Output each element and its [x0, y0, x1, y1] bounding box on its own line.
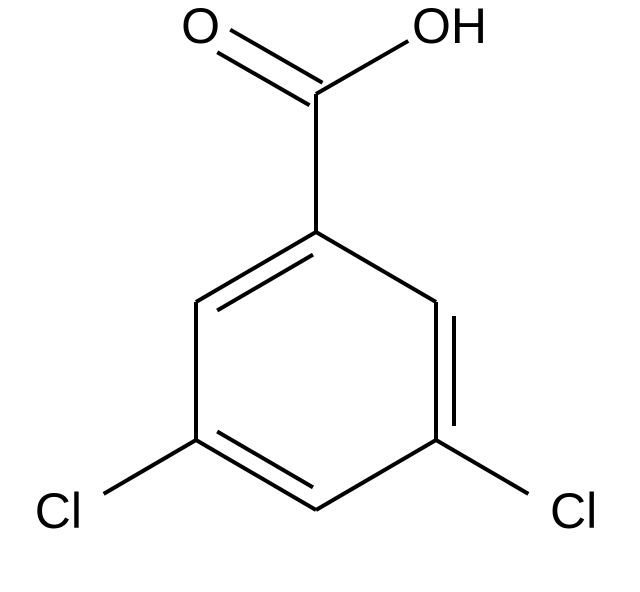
atom-label-o1: O [181, 0, 220, 54]
chemical-structure: O OH Cl Cl [0, 0, 640, 592]
atom-label-o2: OH [412, 0, 487, 54]
atom-label-cl1: Cl [35, 483, 82, 539]
atom-label-cl2: Cl [550, 483, 597, 539]
